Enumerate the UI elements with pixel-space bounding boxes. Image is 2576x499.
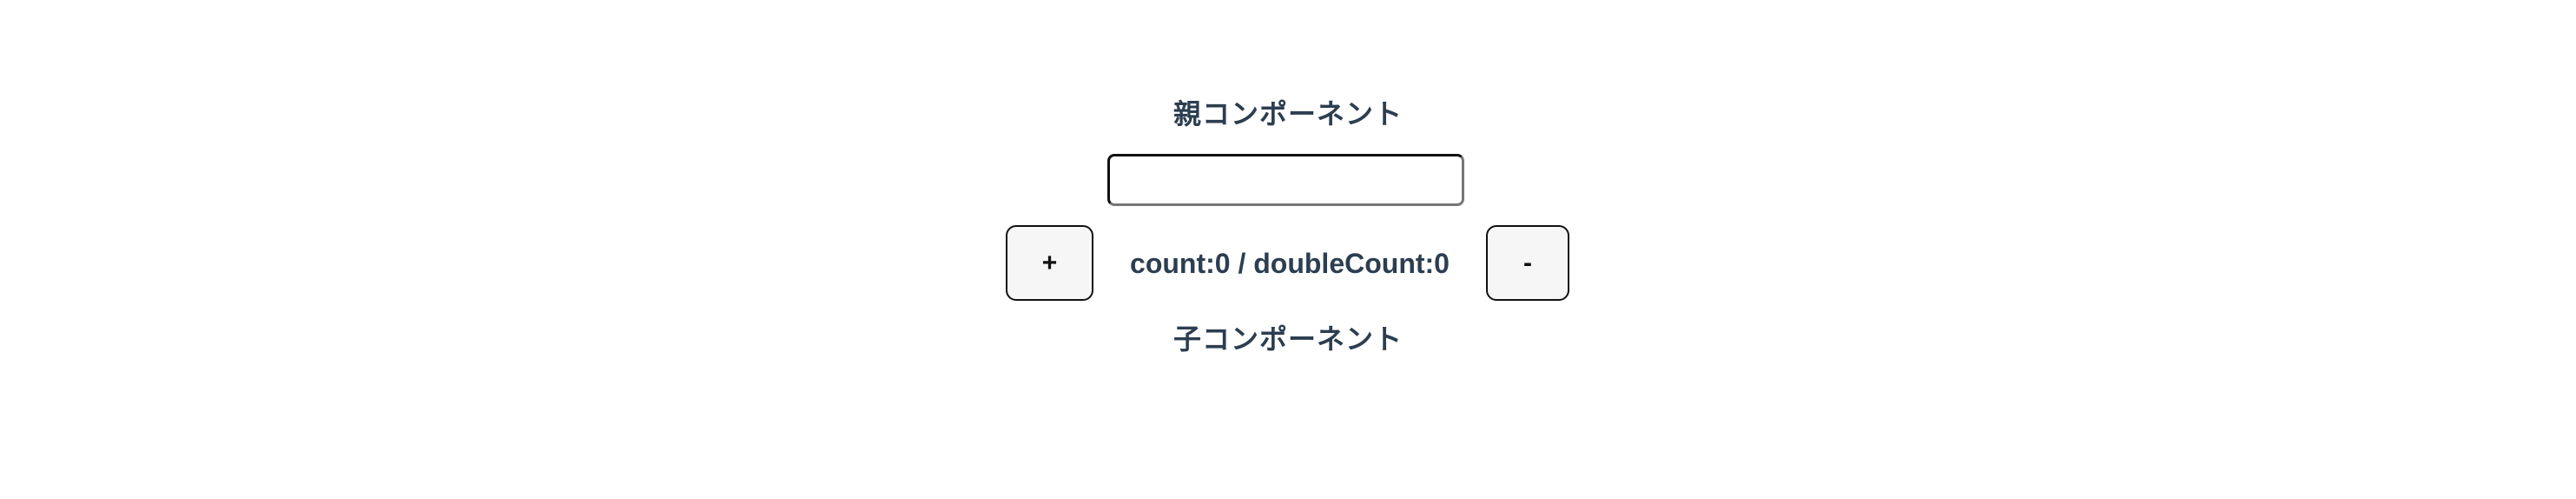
text-input[interactable] [1107, 154, 1464, 206]
parent-component-title: 親コンポーネント [1172, 98, 1403, 130]
increment-button[interactable]: + [1006, 225, 1093, 301]
child-component-title: 子コンポーネント [1172, 323, 1403, 355]
decrement-button[interactable]: - [1486, 225, 1569, 301]
count-display: count:0 / doubleCount:0 [1130, 248, 1450, 279]
